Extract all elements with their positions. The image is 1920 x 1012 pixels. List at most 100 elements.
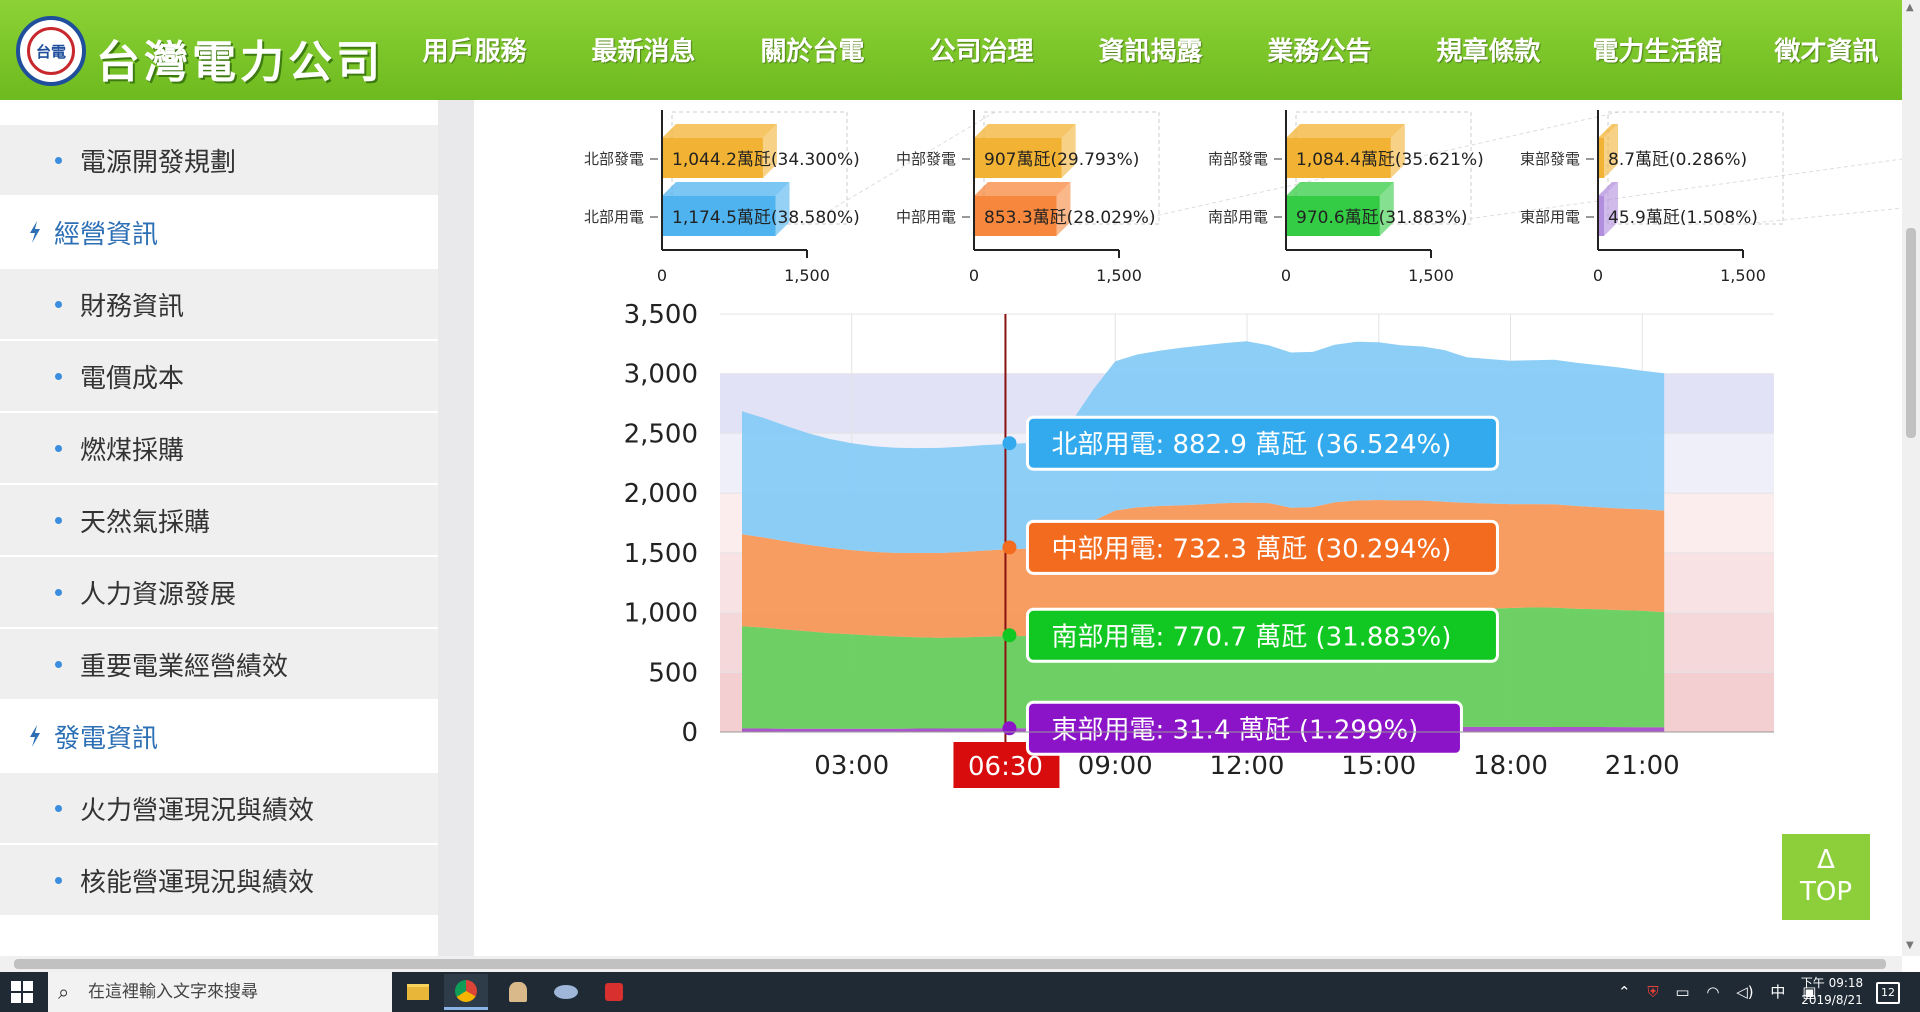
taipower-logo[interactable]: 台電 <box>16 16 86 86</box>
tooltip-box <box>1025 607 1499 663</box>
scroll-down-icon[interactable]: ▼ <box>1906 940 1914 951</box>
horizontal-scroll-thumb[interactable] <box>14 959 1886 969</box>
vertical-scroll-thumb[interactable] <box>1906 228 1916 438</box>
nav-power-life[interactable]: 電力生活館 <box>1592 37 1723 67</box>
nav-careers[interactable]: 徵才資訊 <box>1774 37 1879 67</box>
vertical-scrollbar[interactable]: ▲ ▼ <box>1902 0 1920 956</box>
bullet-icon <box>55 444 62 452</box>
bar-top <box>1598 182 1618 196</box>
sidebar-item-label: 電源開發規劃 <box>80 147 237 178</box>
logo-text: 台電 <box>35 42 66 61</box>
bullet-icon <box>55 300 62 308</box>
tooltip-box <box>1025 700 1463 756</box>
bar-side <box>1604 182 1618 236</box>
nav-disclosure[interactable]: 資訊揭露 <box>1098 37 1203 67</box>
windows-taskbar: ⌕ 在這裡輸入文字來搜尋 ⌃ ⛨ ▭ ◠ ◁) 中 ▣ 下午 09:18 201… <box>0 972 1920 1012</box>
sidebar-item-tariff-cost[interactable]: 電價成本 <box>0 341 438 413</box>
y-tick-label: 3,000 <box>624 360 698 390</box>
sidebar-item-thermal[interactable]: 火力營運現況與績效 <box>0 773 438 845</box>
x-tick-label: 21:00 <box>1605 751 1680 781</box>
bar-gridline <box>1430 158 1902 225</box>
sidebar-item-generation-info[interactable]: 發電資訊 <box>0 701 438 773</box>
sidebar-item-label: 經營資訊 <box>54 219 159 250</box>
bar-side <box>1061 124 1076 178</box>
notification-count: 12 <box>1881 986 1895 999</box>
logo-emblem: 台電 <box>27 27 75 75</box>
load-area-chart: 0 500 1,000 1,500 2,000 2,500 3,000 3,500 03:00 0… <box>624 300 1774 788</box>
file-explorer-icon[interactable] <box>396 974 440 1010</box>
region-bar-chart-east: 東部發電 8.7萬瓩(0.286%) 東部用電 45.9萬瓩(1.508%) 0 1,50… <box>1520 110 1902 285</box>
nav-user-services[interactable]: 用戶服務 <box>422 37 527 67</box>
wifi-icon[interactable]: ◠ <box>1706 983 1720 1001</box>
sidebar-item-gas[interactable]: 天然氣採購 <box>0 485 438 557</box>
time-cursor-label: 06:30 <box>968 752 1043 782</box>
bar-top <box>974 182 1071 196</box>
sidebar-item-nuclear[interactable]: 核能營運現況與績效 <box>0 845 438 917</box>
notification-center-icon[interactable]: 12 <box>1876 982 1900 1004</box>
bar-x-tick-label: 0 <box>1281 266 1291 285</box>
tooltip-text: 南部用電: 770.7 萬瓩 (31.883%) <box>1051 622 1451 652</box>
bar-x-tick-label: 1,500 <box>784 266 830 285</box>
content-gutter <box>438 100 474 956</box>
nav-latest-news[interactable]: 最新消息 <box>591 37 696 67</box>
bar <box>1598 138 1604 178</box>
system-tray: ⌃ ⛨ ▭ ◠ ◁) 中 ▣ <box>1618 972 1816 1012</box>
app-red-icon[interactable] <box>592 974 636 1010</box>
taskbar-search-input[interactable]: ⌕ 在這裡輸入文字來搜尋 <box>48 972 392 1012</box>
sidebar-item-label: 天然氣採購 <box>80 507 211 538</box>
sidebar-item-label: 電價成本 <box>80 363 185 394</box>
ime-mode-icon[interactable]: ▣ <box>1802 983 1817 1001</box>
tooltip-text: 中部用電: 732.3 萬瓩 (30.294%) <box>1051 534 1451 564</box>
bar <box>1286 138 1391 178</box>
tooltip-marker <box>1002 628 1017 643</box>
back-to-top-button[interactable]: Δ TOP <box>1782 834 1870 920</box>
battery-icon[interactable]: ▭ <box>1675 983 1690 1001</box>
scroll-up-icon[interactable]: ▲ <box>1906 2 1914 13</box>
nav-governance[interactable]: 公司治理 <box>929 37 1034 67</box>
bar-category-label: 北部用電 <box>584 208 644 226</box>
sidebar-item-label: 核能營運現況與績效 <box>80 867 315 898</box>
ime-indicator[interactable]: 中 <box>1770 983 1786 1001</box>
chrome-icon[interactable] <box>444 974 488 1010</box>
lightning-icon <box>30 725 40 747</box>
sidebar-item-business-info[interactable]: 經營資訊 <box>0 197 438 269</box>
bar-x-tick-label: 0 <box>657 266 667 285</box>
paint-app-icon[interactable] <box>496 974 540 1010</box>
snipping-tool-icon[interactable] <box>544 974 588 1010</box>
nav-regulations[interactable]: 規章條款 <box>1436 37 1541 67</box>
sidebar-item-performance[interactable]: 重要電業經營績效 <box>0 629 438 701</box>
back-to-top-label: TOP <box>1799 877 1853 907</box>
region-bar-chart-south: 南部發電 1,084.4萬瓩(35.621%) 南部用電 970.6萬瓩(31.883… <box>1208 110 1902 285</box>
power-chart[interactable]: 北部發電 1,044.2萬瓩(34.300%) 北部用電 1,174.5萬瓩(38.5… <box>474 100 1902 956</box>
shield-icon[interactable]: ⛨ <box>1647 983 1659 1001</box>
tray-expand-icon[interactable]: ⌃ <box>1618 983 1631 1001</box>
bar-top <box>662 182 790 196</box>
sidebar-item-power-planning[interactable]: 電源開發規劃 <box>0 125 438 197</box>
windows-start-icon[interactable] <box>10 980 34 1004</box>
bullet-icon <box>55 516 62 524</box>
volume-icon[interactable]: ◁) <box>1736 983 1754 1001</box>
nav-about[interactable]: 關於台電 <box>760 37 865 67</box>
horizontal-scrollbar[interactable] <box>0 956 1902 972</box>
bar-side <box>1390 124 1405 178</box>
bar-side <box>1604 124 1618 178</box>
brand-title[interactable]: 台灣電力公司 <box>96 37 384 88</box>
nav-announcements[interactable]: 業務公告 <box>1267 37 1372 67</box>
taskbar-clock[interactable]: 下午 09:18 2019/8/21 <box>1800 975 1864 1009</box>
sidebar-item-financial[interactable]: 財務資訊 <box>0 269 438 341</box>
sidebar-item-coal[interactable]: 燃煤採購 <box>0 413 438 485</box>
up-arrow-icon: Δ <box>1817 845 1835 875</box>
bar-top <box>1286 182 1394 196</box>
bar-side <box>1056 182 1071 236</box>
sidebar-item-label: 重要電業經營績效 <box>80 651 289 682</box>
clock-time: 下午 09:18 <box>1800 976 1864 990</box>
bar-x-tick-label: 0 <box>969 266 979 285</box>
sidebar: 電源開發規劃 經營資訊 財務資訊 電價成本 燃煤採購 天然氣採購 人力資源發展 … <box>0 100 438 956</box>
site-header: 台電 台灣電力公司 用戶服務 最新消息 關於台電 公司治理 資訊揭露 業務公告 … <box>0 0 1902 100</box>
bar <box>662 196 776 236</box>
bar-category-label: 中部用電 <box>896 208 956 226</box>
bar-category-label: 中部發電 <box>896 150 956 168</box>
region-bar-chart-central: 中部發電 907萬瓩(29.793%) 中部用電 853.3萬瓩(28.029%) 0 1… <box>896 110 1620 285</box>
bar-gridline <box>806 111 996 225</box>
sidebar-item-hr[interactable]: 人力資源發展 <box>0 557 438 629</box>
